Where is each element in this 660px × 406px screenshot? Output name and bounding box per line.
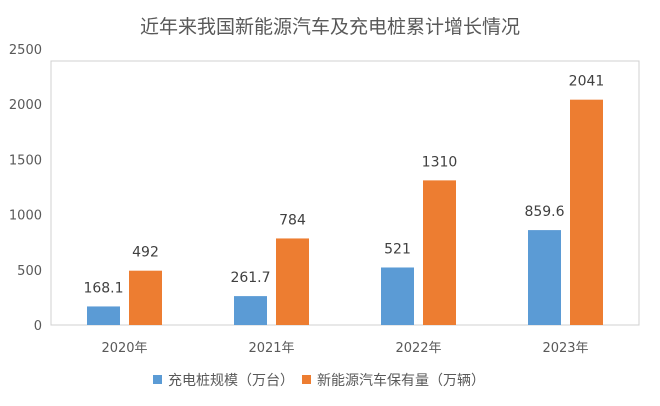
legend-label: 充电桩规模（万台） xyxy=(168,372,294,389)
y-tick-label: 500 xyxy=(17,264,42,279)
data-label: 168.1 xyxy=(83,280,123,296)
y-tick-label: 1000 xyxy=(9,209,42,224)
bar-nev-stock xyxy=(129,270,162,325)
bar-charging-piles xyxy=(528,230,561,325)
x-tick-label: 2022年 xyxy=(395,341,441,356)
x-tick-label: 2021年 xyxy=(248,341,294,356)
data-label: 2041 xyxy=(569,74,605,90)
legend-swatch xyxy=(153,375,162,384)
legend-label: 新能源汽车保有量（万辆） xyxy=(317,372,485,389)
bar-charging-piles xyxy=(87,306,120,325)
data-label: 521 xyxy=(384,241,411,257)
data-label: 492 xyxy=(132,245,159,261)
chart-title: 近年来我国新能源汽车及充电桩累计增长情况 xyxy=(140,16,520,38)
y-tick-label: 2500 xyxy=(9,43,42,58)
bar-nev-stock xyxy=(570,99,603,325)
x-tick-label: 2020年 xyxy=(101,341,147,356)
data-label: 784 xyxy=(279,212,306,228)
y-tick-label: 0 xyxy=(34,319,42,334)
bar-nev-stock xyxy=(423,180,456,325)
data-label: 1310 xyxy=(422,154,458,170)
bar-charging-piles xyxy=(234,296,267,325)
y-tick-label: 2000 xyxy=(9,98,42,113)
data-label: 859.6 xyxy=(524,204,564,220)
y-tick-label: 1500 xyxy=(9,153,42,168)
bar-charging-piles xyxy=(381,267,414,325)
bar-nev-stock xyxy=(276,238,309,325)
data-label: 261.7 xyxy=(230,270,270,286)
x-tick-label: 2023年 xyxy=(542,341,588,356)
legend-swatch xyxy=(302,375,311,384)
plot-area xyxy=(50,60,640,326)
